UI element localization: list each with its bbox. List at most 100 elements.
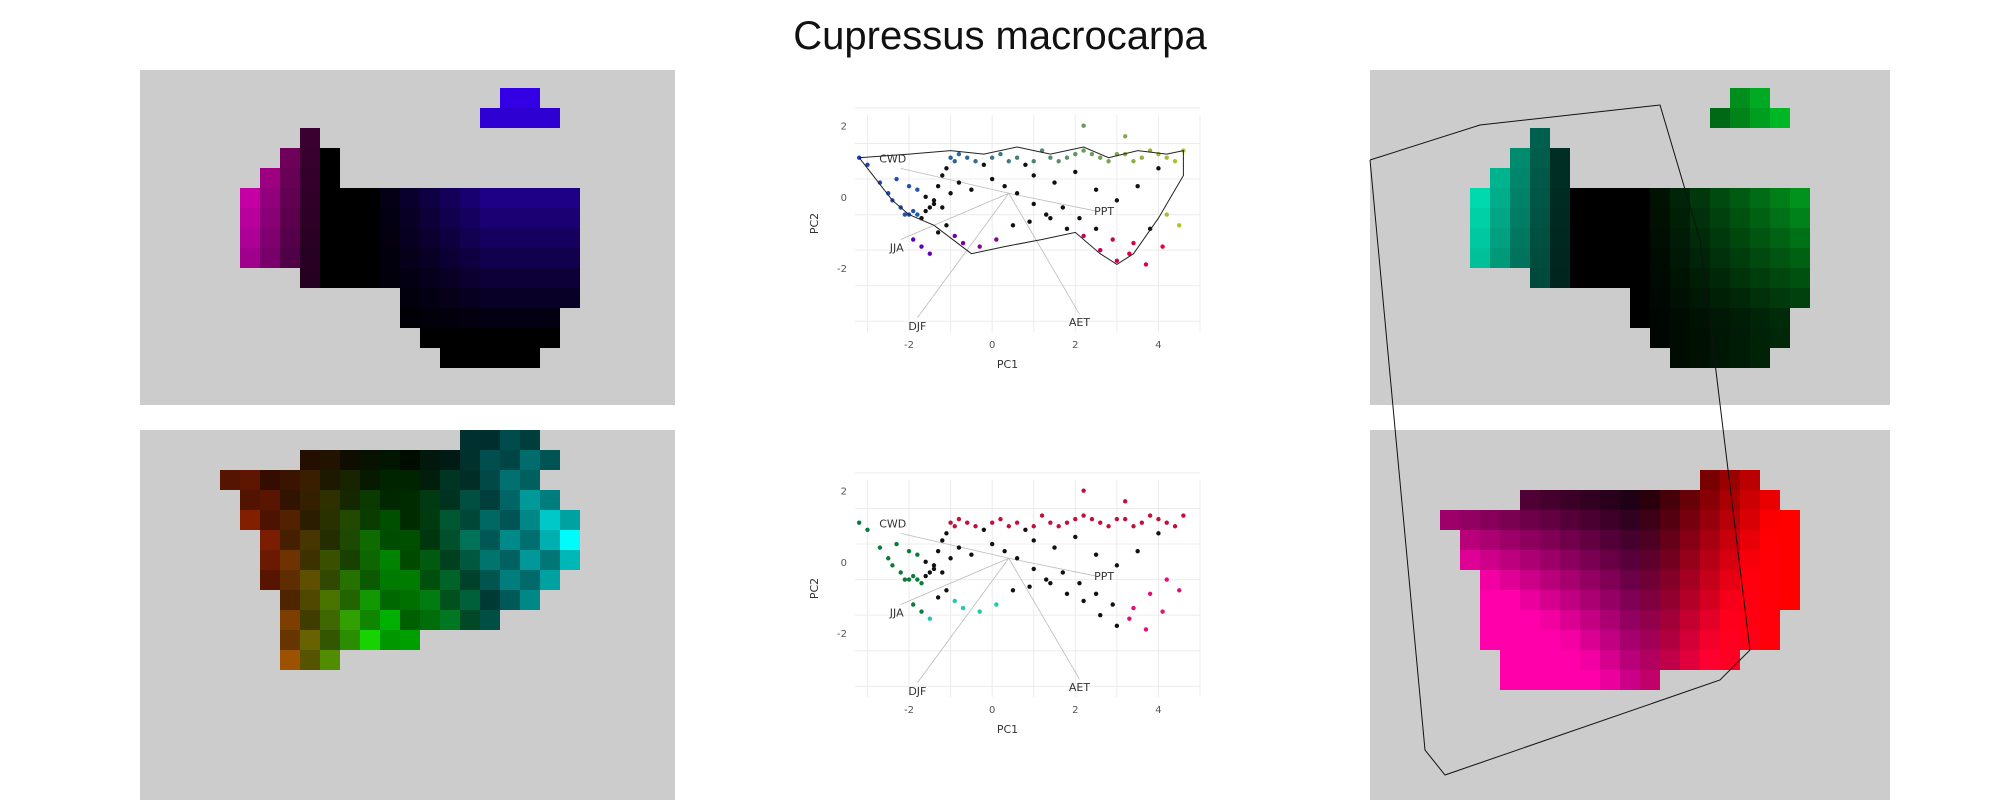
data-point (1052, 545, 1057, 550)
raster-cell (460, 208, 480, 228)
raster-cell (1590, 188, 1610, 208)
data-point (1156, 531, 1161, 536)
raster-cell (1540, 570, 1560, 590)
raster-cell (1660, 630, 1680, 650)
data-point (1031, 524, 1036, 529)
hull-outline (1369, 104, 1751, 776)
raster-cell (1720, 490, 1740, 510)
raster-cell (1660, 490, 1680, 510)
data-point (944, 166, 949, 171)
raster-cell (1600, 490, 1620, 510)
data-point (1093, 591, 1099, 597)
data-point (1177, 588, 1182, 593)
raster-cell (1550, 228, 1570, 248)
raster-cell (440, 510, 460, 530)
raster-cell (1670, 268, 1690, 288)
data-point (1114, 623, 1120, 629)
raster-cell (1660, 510, 1680, 530)
raster-cell (1710, 108, 1730, 128)
raster-cell (480, 610, 500, 630)
raster-cell (1480, 610, 1500, 630)
data-point (906, 577, 912, 582)
raster-cell (500, 248, 520, 268)
raster-cell (560, 530, 580, 550)
raster-cell (1690, 228, 1710, 248)
data-point (994, 237, 999, 242)
raster-cell (560, 288, 580, 308)
raster-cell (560, 208, 580, 228)
raster-cell (380, 510, 400, 530)
raster-cell (440, 530, 460, 550)
data-point (960, 605, 966, 611)
raster-cell (1520, 590, 1540, 610)
raster-cell (340, 550, 360, 570)
raster-cell (400, 590, 420, 610)
raster-cell (1710, 328, 1730, 348)
data-point (894, 541, 899, 547)
raster-cell (520, 308, 540, 328)
raster-cell (340, 490, 360, 510)
raster-cell (1480, 530, 1500, 550)
data-point (1122, 516, 1128, 522)
raster-cell (300, 550, 320, 570)
raster-cell (520, 590, 540, 610)
data-point (856, 520, 862, 525)
raster-cell (1580, 530, 1600, 550)
raster-cell (1570, 208, 1590, 228)
raster-cell (1650, 228, 1670, 248)
raster-cell (460, 308, 480, 328)
raster-cell (480, 470, 500, 490)
raster-cell (1610, 248, 1630, 268)
raster-cell (420, 490, 440, 510)
raster-cell (340, 470, 360, 490)
raster-cell (520, 228, 540, 248)
raster-cell (1730, 268, 1750, 288)
raster-cell (1760, 590, 1780, 610)
x-tick-label: 2 (1072, 705, 1078, 716)
raster-cell (1690, 308, 1710, 328)
raster-cell (1620, 550, 1640, 570)
data-point (1093, 552, 1099, 557)
raster-cell (520, 490, 540, 510)
raster-cell (360, 610, 380, 630)
raster-cell (1520, 650, 1540, 670)
pca-biplot-bottom: CWD JJA DJF AET PPT -2 0 2 4 2 0 -2 PC1 PC2 (808, 472, 1201, 736)
raster-cell (360, 510, 380, 530)
raster-cell (1520, 630, 1540, 650)
vector-label: PPT (1094, 570, 1114, 583)
x-tick-label: -2 (904, 340, 914, 351)
raster-cell (1470, 208, 1490, 228)
data-point (1006, 159, 1011, 164)
raster-cell (360, 188, 380, 208)
raster-cell (360, 490, 380, 510)
data-point (969, 552, 974, 557)
data-point (1073, 534, 1078, 540)
data-point (1098, 155, 1103, 160)
data-point (969, 187, 974, 192)
raster-cell (280, 490, 300, 510)
raster-cell (480, 308, 500, 328)
raster-cell (320, 228, 340, 248)
env-hull-overlay (1369, 104, 1751, 776)
raster-cell (420, 450, 440, 470)
raster-cell (460, 430, 480, 450)
map-bottom-left (100, 430, 675, 800)
raster-cell (1620, 650, 1640, 670)
raster-cell (280, 248, 300, 268)
loading-vector-djf (917, 558, 1010, 684)
data-point (915, 187, 920, 192)
raster-cell (280, 470, 300, 490)
raster-cell (1500, 590, 1520, 610)
raster-cell (280, 590, 300, 610)
raster-cell (1530, 168, 1550, 188)
raster-cell (520, 530, 540, 550)
raster-cell (1580, 590, 1600, 610)
raster-cell (320, 450, 340, 470)
raster-cell (1550, 188, 1570, 208)
raster-cell (1610, 268, 1630, 288)
data-point (1023, 527, 1028, 533)
loading-vector-ppt (1008, 557, 1097, 577)
data-point (1177, 223, 1182, 228)
data-point (923, 573, 928, 579)
y-tick-label: 2 (841, 122, 847, 133)
